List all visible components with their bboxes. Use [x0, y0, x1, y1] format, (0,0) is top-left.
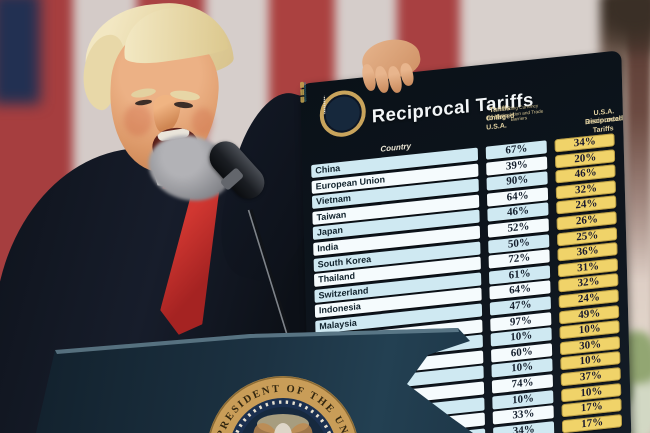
flag-canton	[0, 0, 40, 104]
left-cheek	[124, 104, 152, 136]
presidential-seal-icon: PRESIDENT OF THE UNITED	[209, 376, 357, 433]
discounted-cell: 17%	[562, 413, 623, 433]
background-shadow-band	[628, 0, 650, 280]
discounted-column-header: U.S.A. Discounted Reciprocal Tariffs	[554, 108, 623, 134]
presidential-seal-icon	[319, 88, 367, 139]
right-cheek	[192, 108, 214, 136]
